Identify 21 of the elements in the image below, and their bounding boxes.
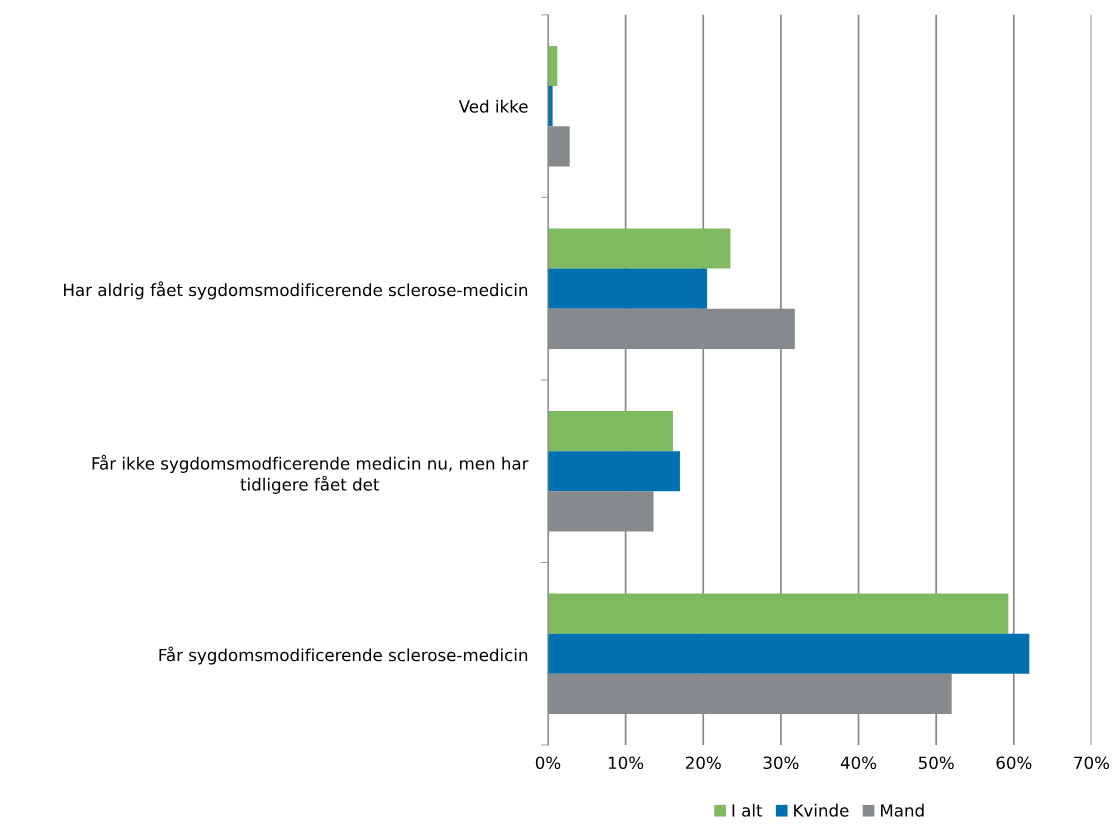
bar bbox=[547, 268, 708, 309]
y-tick-label: Ved ikke bbox=[458, 99, 528, 113]
bar bbox=[547, 451, 680, 492]
x-tick-label: 30% bbox=[763, 756, 799, 770]
legend-label: Mand bbox=[881, 803, 924, 817]
x-tick-label: 40% bbox=[840, 756, 877, 770]
x-tick-label: 70% bbox=[1074, 756, 1110, 770]
x-tick-label: 10% bbox=[608, 756, 644, 770]
bar bbox=[547, 633, 1030, 674]
legend-label: Kvinde bbox=[794, 803, 849, 817]
legend-label: I alt bbox=[732, 803, 763, 817]
x-tick-label: 0% bbox=[535, 756, 561, 770]
bar bbox=[547, 410, 673, 452]
y-tick-label: Har aldrig fået sygdomsmodificerende sclerose-medicin bbox=[64, 281, 528, 300]
y-tick-label: Får ikke sygdomsmodficerende medicin nu, men har tidligere fået det bbox=[92, 454, 529, 494]
x-tick-label: 60% bbox=[996, 756, 1032, 770]
x-tick-label: 20% bbox=[685, 756, 721, 770]
y-tick-label: Får sygdomsmodificerende sclerose-medicin bbox=[159, 646, 528, 665]
bar bbox=[547, 228, 731, 269]
x-tick-label: 50% bbox=[918, 756, 954, 770]
bar bbox=[547, 593, 1009, 634]
